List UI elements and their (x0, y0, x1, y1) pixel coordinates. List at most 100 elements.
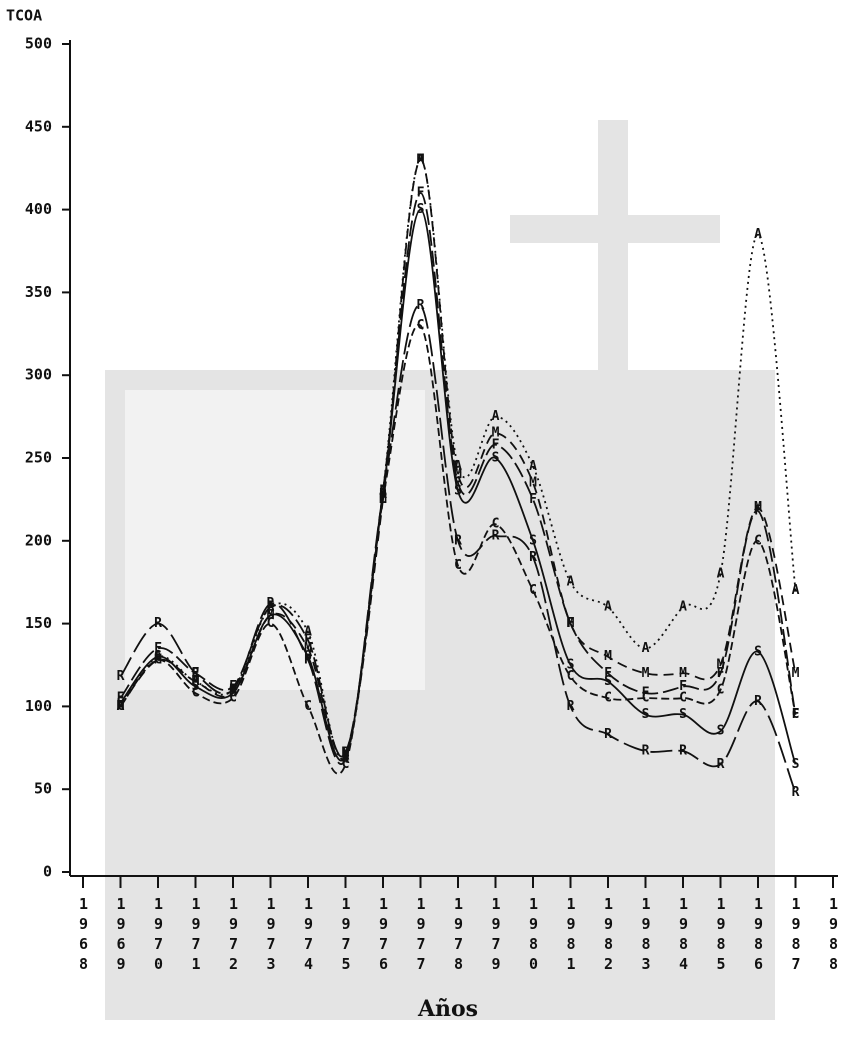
point-marker: S (717, 724, 725, 739)
point-marker: C (679, 691, 687, 706)
point-marker: S (679, 707, 687, 722)
point-marker: R (192, 666, 200, 681)
point-marker: C (417, 318, 425, 333)
y-tick-label: 150 (25, 614, 52, 632)
point-marker: R (717, 757, 725, 772)
y-tick-label: 100 (25, 697, 52, 715)
point-marker: R (417, 298, 425, 313)
point-marker: S (417, 202, 425, 217)
y-tick-label: 0 (43, 863, 52, 881)
point-marker: C (154, 653, 162, 668)
point-marker: C (492, 517, 500, 532)
point-marker: R (604, 727, 612, 742)
point-marker: S (792, 757, 800, 772)
point-marker: R (154, 616, 162, 631)
point-marker: C (567, 669, 575, 684)
point-marker: S (529, 533, 537, 548)
point-marker: A (529, 459, 537, 474)
point-marker: S (492, 451, 500, 466)
point-marker: A (642, 641, 650, 656)
point-marker: S (604, 674, 612, 689)
point-marker: A (717, 566, 725, 581)
x-tick-label: 1981 (562, 895, 580, 975)
point-marker: M (642, 666, 650, 681)
point-marker: F (567, 616, 575, 631)
chart: TCOA Años 0 50 100 150 200 250 300 350 400 450 500… (0, 0, 841, 1035)
x-tick-label: 1968 (75, 895, 93, 975)
y-tick-label: 500 (25, 35, 52, 53)
point-marker: A (567, 575, 575, 590)
point-marker: R (642, 744, 650, 759)
point-marker: R (754, 694, 762, 709)
point-marker: A (492, 409, 500, 424)
point-marker: R (567, 699, 575, 714)
point-marker: M (529, 475, 537, 490)
x-tick-label: 1975 (337, 895, 355, 975)
point-marker: C (717, 682, 725, 697)
x-tick-label: 1987 (787, 895, 805, 975)
point-marker: M (604, 649, 612, 664)
x-tick-label: 1970 (150, 895, 168, 975)
point-marker: C (454, 558, 462, 573)
point-marker: C (642, 691, 650, 706)
point-marker: F (417, 186, 425, 201)
point-marker: C (379, 492, 387, 507)
y-axis-title: TCOA (6, 7, 42, 25)
x-tick-label: 1988 (825, 895, 841, 975)
point-marker: R (454, 533, 462, 548)
x-tick-label: 1976 (375, 895, 393, 975)
y-tick-label: 50 (34, 780, 52, 798)
point-marker: A (679, 600, 687, 615)
point-marker: R (679, 744, 687, 759)
x-tick-label: 1979 (487, 895, 505, 975)
point-marker: S (642, 707, 650, 722)
y-tick-label: 350 (25, 283, 52, 301)
y-tick-label: 200 (25, 531, 52, 549)
x-tick-label: 1971 (187, 895, 205, 975)
point-marker: R (529, 550, 537, 565)
point-marker: C (342, 757, 350, 772)
x-tick-label: 1977 (412, 895, 430, 975)
point-marker: R (117, 669, 125, 684)
point-marker: C (754, 533, 762, 548)
point-marker: C (229, 691, 237, 706)
x-tick-label: 1974 (300, 895, 318, 975)
y-tick-label: 450 (25, 117, 52, 135)
point-marker: S (454, 484, 462, 499)
x-tick-label: 1984 (675, 895, 693, 975)
point-marker: C (192, 686, 200, 701)
point-marker: F (754, 503, 762, 518)
x-axis-title: Años (417, 996, 478, 1022)
point-marker: C (267, 616, 275, 631)
point-marker: R (304, 653, 312, 668)
point-marker: M (792, 666, 800, 681)
y-tick-label: 400 (25, 200, 52, 218)
x-tick-label: 1982 (600, 895, 618, 975)
point-marker: M (417, 152, 425, 167)
x-tick-label: 1983 (637, 895, 655, 975)
point-marker: R (792, 785, 800, 800)
watermark (125, 390, 425, 690)
y-tick-label: 300 (25, 366, 52, 384)
x-tick-label: 1980 (525, 895, 543, 975)
point-marker: R (267, 596, 275, 611)
x-tick-label: 1985 (712, 895, 730, 975)
point-marker: S (754, 644, 762, 659)
point-marker: C (604, 691, 612, 706)
point-marker: A (792, 583, 800, 598)
x-tick-label: 1972 (225, 895, 243, 975)
point-marker: F (529, 492, 537, 507)
x-tick-label: 1986 (750, 895, 768, 975)
point-marker: F (717, 666, 725, 681)
point-marker: A (604, 600, 612, 615)
y-tick-label: 250 (25, 449, 52, 467)
x-tick-label: 1973 (262, 895, 280, 975)
point-marker: C (792, 707, 800, 722)
point-marker: C (529, 583, 537, 598)
point-marker: A (754, 227, 762, 242)
point-marker: C (117, 699, 125, 714)
x-tick-label: 1969 (112, 895, 130, 975)
point-marker: C (304, 699, 312, 714)
x-tick-label: 1978 (450, 895, 468, 975)
point-marker: F (304, 633, 312, 648)
